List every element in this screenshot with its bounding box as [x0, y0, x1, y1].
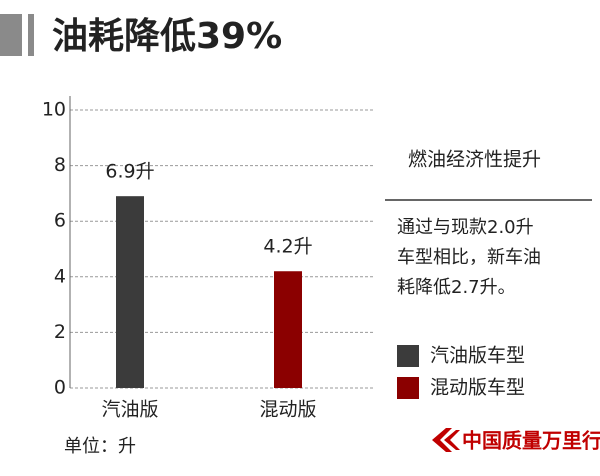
y-tick-label: 4	[54, 265, 66, 287]
side-text: 车型相比，新车油	[397, 247, 541, 268]
x-tick-label: 混动版	[259, 399, 316, 421]
legend-swatch	[397, 377, 419, 399]
unit-label: 单位：升	[64, 436, 136, 457]
y-tick-label: 2	[54, 321, 66, 343]
bar	[274, 271, 302, 388]
legend-label: 混动版车型	[430, 377, 525, 399]
legend-label: 汽油版车型	[430, 345, 525, 367]
watermark-logo	[432, 428, 460, 452]
side-text: 耗降低2.7升。	[397, 277, 516, 298]
title-marker	[0, 14, 22, 56]
y-tick-label: 6	[54, 210, 66, 232]
x-tick-label: 汽油版	[101, 399, 158, 421]
value-label: 6.9升	[105, 161, 154, 183]
side-text: 通过与现款2.0升	[397, 217, 534, 238]
value-label: 4.2升	[263, 236, 312, 258]
y-tick-label: 8	[54, 154, 66, 176]
bar	[116, 196, 144, 388]
y-tick-label: 10	[42, 99, 66, 121]
y-tick-label: 0	[54, 377, 66, 399]
chart-title: 油耗降低39%	[52, 16, 282, 57]
side-title: 燃油经济性提升	[408, 149, 541, 171]
watermark: 中国质量万里行	[462, 429, 600, 453]
title-marker	[28, 14, 34, 56]
legend-swatch	[397, 345, 419, 367]
